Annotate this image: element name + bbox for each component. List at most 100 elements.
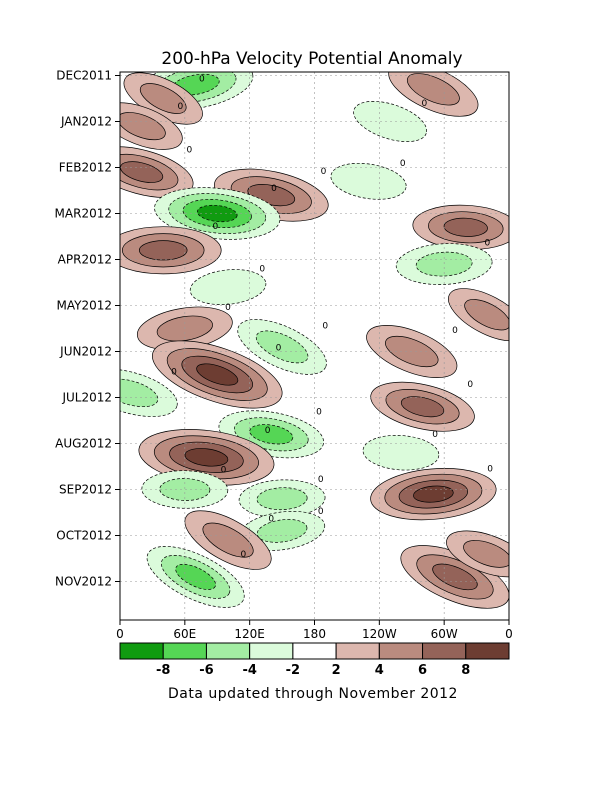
y-tick-label: NOV2012 [55, 575, 112, 589]
zero-contour-label: 0 [213, 222, 219, 232]
anomaly-cell: 0 [448, 288, 509, 342]
anomaly-cell: 0 [370, 464, 497, 521]
positive-anomaly-contour [120, 161, 164, 183]
positive-anomaly-contour [202, 522, 254, 558]
positive-anomaly-contour [463, 540, 509, 568]
anomaly-cell: 0 [237, 319, 328, 375]
positive-anomaly-contour [184, 448, 229, 467]
y-tick-label: DEC2011 [56, 69, 112, 83]
y-tick-label: MAY2012 [57, 299, 113, 313]
zero-contour-label: 0 [321, 167, 327, 177]
x-axis: 0 60E 120E 180 120W 60W 0 [116, 620, 513, 641]
zero-contour-label: 0 [316, 408, 322, 418]
anomaly-fields: 0000000000000000000000000000000 [120, 64, 529, 609]
positive-anomaly-contour [139, 83, 187, 114]
zero-contour-label: 0 [259, 265, 265, 275]
zero-contour-label: 0 [322, 322, 328, 332]
negative-anomaly-contour [256, 487, 308, 511]
zero-contour-label: 0 [276, 343, 282, 353]
anomaly-cell: 0 [446, 530, 529, 578]
y-tick-label: AUG2012 [55, 437, 112, 451]
zero-contour-label: 0 [484, 239, 490, 249]
zero-contour-label: 0 [432, 430, 438, 440]
positive-anomaly-contour [413, 485, 454, 503]
colorbar-swatch [205, 642, 251, 660]
anomaly-cell: 0 [330, 159, 407, 200]
zero-contour-label: 0 [318, 475, 324, 485]
negative-anomaly-contour [415, 251, 473, 277]
zero-contour-label: 0 [400, 159, 406, 169]
y-tick-label: OCT2012 [56, 529, 112, 543]
zero-contour-label: 0 [265, 426, 271, 436]
y-axis: DEC2011 JAN2012 FEB2012 MAR2012 APR2012 MAY20… [55, 69, 120, 589]
colorbar-label: 2 [332, 663, 341, 678]
y-tick-label: JUL2012 [61, 391, 112, 405]
zero-contour-label: 0 [240, 550, 246, 560]
x-tick-label: 60W [431, 627, 458, 641]
zero-contour-label: 0 [199, 75, 205, 85]
anomaly-cell: 0 [238, 475, 326, 518]
anomaly-cell: 0 [184, 510, 274, 570]
positive-anomaly-contour [400, 396, 445, 418]
x-tick-label: 0 [505, 627, 513, 641]
positive-anomaly-contour [443, 217, 488, 237]
negative-anomaly-contour [175, 563, 216, 590]
anomaly-cell: 0 [120, 102, 183, 150]
zero-contour-label: 0 [523, 530, 529, 540]
colorbar-label: 4 [375, 663, 384, 678]
colorbar-swatch [465, 642, 510, 660]
zero-contour-label: 0 [511, 201, 517, 211]
zero-contour-label: 0 [474, 64, 480, 74]
negative-anomaly-contour [330, 162, 407, 200]
chart-title: 200-hPa Velocity Potential Anomaly [161, 49, 462, 69]
zero-contour-label: 0 [487, 464, 493, 474]
negative-anomaly-contour [120, 378, 159, 408]
anomaly-cell: 0 [120, 222, 222, 275]
y-tick-label: SEP2012 [59, 483, 112, 497]
positive-anomaly-contour [432, 563, 478, 591]
anomaly-cell: 0 [395, 239, 493, 285]
x-tick-label: 120E [234, 627, 265, 641]
zero-contour-label: 0 [225, 303, 231, 313]
positive-anomaly-contour [406, 73, 460, 106]
anomaly-cell: 0 [141, 466, 229, 509]
zero-contour-label: 0 [318, 507, 324, 517]
anomaly-cell: 0 [120, 368, 178, 417]
x-tick-label: 180 [303, 627, 326, 641]
anomaly-cell: 0 [138, 426, 275, 486]
y-tick-label: MAR2012 [55, 207, 112, 221]
positive-anomaly-contour [120, 112, 166, 141]
x-tick-label: 120W [362, 627, 397, 641]
colorbar-label: -2 [286, 663, 300, 678]
negative-anomaly-contour [249, 424, 294, 445]
y-tick-label: FEB2012 [59, 161, 112, 175]
anomaly-cell: 0 [123, 72, 205, 125]
colorbar-label: 8 [461, 663, 470, 678]
negative-anomaly-contour [362, 434, 440, 471]
colorbar-label: -4 [242, 663, 256, 678]
colorbar: -8 -6 -4 -2 2 4 6 8 [119, 642, 510, 678]
colorbar-label: -6 [199, 663, 213, 678]
zero-contour-label: 0 [271, 184, 277, 194]
y-tick-label: JAN2012 [60, 115, 112, 129]
negative-anomaly-contour [256, 519, 308, 543]
footer-note: Data updated through November 2012 [168, 686, 458, 702]
colorbar-swatch [422, 642, 467, 660]
anomaly-cell: 0 [120, 145, 194, 198]
negative-anomaly-contour [189, 269, 267, 306]
anomaly-cell: 0 [412, 201, 517, 250]
zero-contour-label: 0 [452, 326, 458, 336]
anomaly-cell: 0 [154, 184, 281, 240]
negative-anomaly-contour [196, 204, 238, 223]
plot-area: 0000000000000000000000000000000 [120, 64, 529, 620]
anomaly-cell: 0 [400, 545, 509, 609]
y-tick-label: APR2012 [58, 253, 112, 267]
colorbar-swatch [249, 642, 294, 660]
colorbar-swatch [119, 642, 164, 660]
grid-lines [120, 72, 509, 620]
positive-anomaly-contour [196, 363, 239, 386]
anomaly-cell: 0 [146, 546, 246, 608]
x-tick-label: 0 [116, 627, 124, 641]
zero-contour-label: 0 [421, 99, 427, 109]
